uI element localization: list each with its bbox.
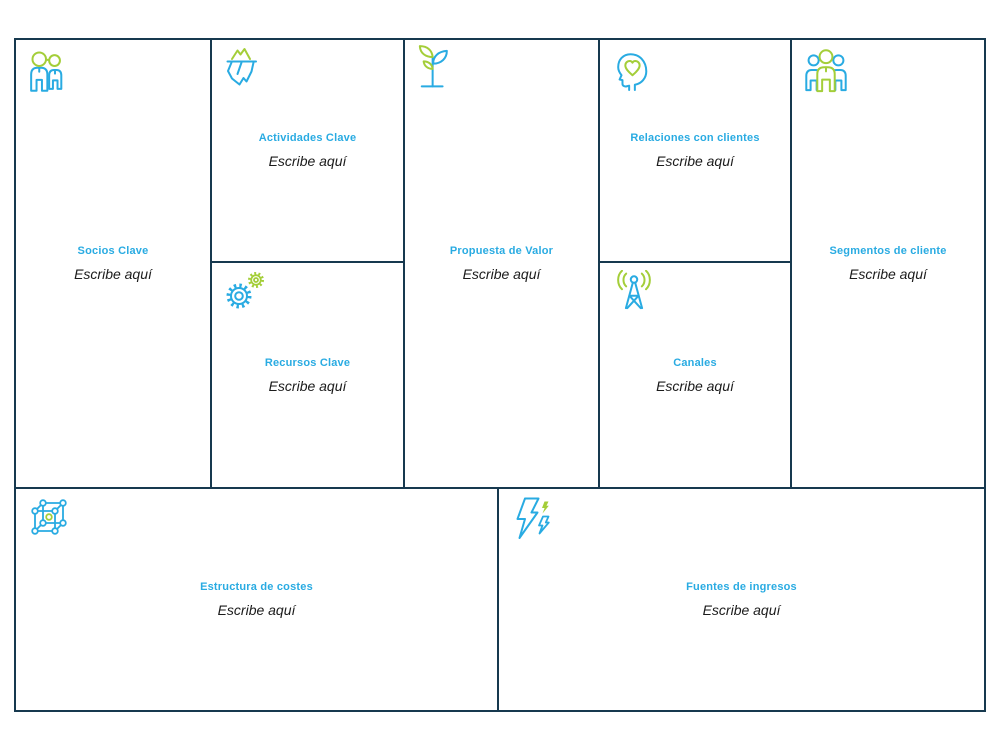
section-relaciones-con-clientes[interactable]: Relaciones con clientes Escribe aquí [600,40,790,263]
section-title: Actividades Clave [258,132,357,144]
section-title: Relaciones con clientes [630,132,760,144]
section-labels: Canales Escribe aquí [600,263,790,487]
section-title: Canales [673,356,717,369]
section-title: Socios Clave [77,245,149,257]
placeholder-text[interactable]: Escribe aquí [268,377,347,394]
placeholder-text[interactable]: Escribe aquí [74,266,152,282]
placeholder-text[interactable]: Escribe aquí [217,602,296,618]
canvas-grid: Socios Clave Escribe aquí [14,38,986,712]
section-socios-clave[interactable]: Socios Clave Escribe aquí [16,40,212,487]
canvas-top-row: Socios Clave Escribe aquí [16,40,984,487]
section-labels: Relaciones con clientes Escribe aquí [600,40,790,261]
section-labels: Segmentos de cliente Escribe aquí [792,40,984,487]
section-actividades-clave[interactable]: Actividades Clave Escribe aquí [212,40,403,263]
section-labels: Propuesta de Valor Escribe aquí [405,40,598,487]
column-actividades-recursos: Actividades Clave Escribe aquí [212,40,405,487]
section-canales[interactable]: Canales Escribe aquí [600,263,790,487]
section-recursos-clave[interactable]: Recursos Clave Escribe aquí [212,263,403,487]
column-relaciones-canales: Relaciones con clientes Escribe aquí [600,40,792,487]
section-title: Recursos Clave [264,356,351,369]
section-labels: Socios Clave Escribe aquí [16,40,210,487]
section-title: Estructura de costes [200,581,313,593]
section-title: Segmentos de cliente [829,245,947,257]
section-propuesta-de-valor[interactable]: Propuesta de Valor Escribe aquí [405,40,600,487]
section-labels: Recursos Clave Escribe aquí [212,263,403,487]
placeholder-text[interactable]: Escribe aquí [656,377,734,394]
canvas-bottom-row: Estructura de costes Escribe aquí Fuente… [16,487,984,710]
placeholder-text[interactable]: Escribe aquí [849,266,927,282]
section-fuentes-de-ingresos[interactable]: Fuentes de ingresos Escribe aquí [499,489,984,710]
placeholder-text[interactable]: Escribe aquí [656,153,734,169]
section-estructura-de-costes[interactable]: Estructura de costes Escribe aquí [16,489,499,710]
section-title: Fuentes de ingresos [686,581,797,593]
section-labels: Estructura de costes Escribe aquí [16,489,497,710]
placeholder-text[interactable]: Escribe aquí [462,266,541,282]
section-labels: Actividades Clave Escribe aquí [212,40,403,261]
placeholder-text[interactable]: Escribe aquí [268,153,347,169]
section-title: Propuesta de Valor [449,245,554,257]
section-segmentos-de-cliente[interactable]: Segmentos de cliente Escribe aquí [792,40,984,487]
placeholder-text[interactable]: Escribe aquí [702,602,781,618]
section-labels: Fuentes de ingresos Escribe aquí [499,489,984,710]
